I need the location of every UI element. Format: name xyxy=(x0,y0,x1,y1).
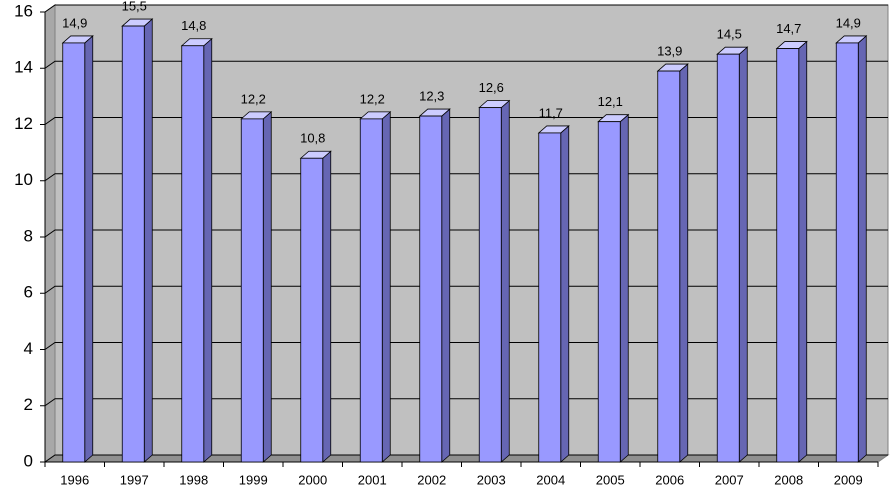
bar xyxy=(716,46,749,463)
x-tick-label: 2006 xyxy=(655,472,684,487)
bar-front xyxy=(181,45,205,463)
x-tick-label: 2005 xyxy=(596,472,625,487)
bar-front xyxy=(300,157,324,463)
y-tick-label: 10 xyxy=(14,170,33,189)
bar xyxy=(240,110,273,463)
bar xyxy=(359,110,392,463)
value-label: 12,2 xyxy=(241,91,266,106)
bar-side xyxy=(203,37,213,463)
bar-front xyxy=(419,115,443,463)
bar-side xyxy=(84,35,94,463)
y-tick-label: 4 xyxy=(24,339,33,358)
bar xyxy=(835,35,868,463)
bar-side xyxy=(322,150,332,463)
x-tick-label: 2002 xyxy=(417,472,446,487)
grid-line xyxy=(44,60,888,69)
y-tick-label: 16 xyxy=(14,1,33,20)
x-tick-label: 1999 xyxy=(239,472,268,487)
value-label: 12,6 xyxy=(479,80,504,95)
y-tick-label: 0 xyxy=(24,451,33,470)
bar-side xyxy=(857,35,867,463)
x-tick-label: 1996 xyxy=(60,472,89,487)
bar xyxy=(180,37,213,463)
bar-front xyxy=(597,121,621,463)
value-label: 11,7 xyxy=(539,105,563,120)
bar xyxy=(656,63,689,463)
value-label: 15,5 xyxy=(122,0,147,14)
value-label: 14,9 xyxy=(836,15,861,30)
y-tick-label: 2 xyxy=(24,395,33,414)
bar-front xyxy=(121,25,145,463)
bar xyxy=(775,40,808,463)
value-label: 12,2 xyxy=(360,91,385,106)
x-tick-label: 2000 xyxy=(298,472,327,487)
bar-front xyxy=(62,42,86,463)
bar-side xyxy=(381,110,391,463)
value-label: 12,1 xyxy=(598,94,623,109)
x-tick-label: 1997 xyxy=(120,472,149,487)
y-tick-label: 14 xyxy=(14,58,33,77)
y-tick-label: 12 xyxy=(14,114,33,133)
bar xyxy=(478,99,511,463)
bar-front xyxy=(240,118,264,463)
bar-side xyxy=(679,63,689,463)
bar-side xyxy=(262,110,272,463)
x-tick-label: 2007 xyxy=(715,472,744,487)
value-label: 14,9 xyxy=(62,15,87,30)
bar-front xyxy=(835,42,859,463)
bar xyxy=(597,113,630,463)
bar-front xyxy=(716,53,740,463)
value-label: 13,9 xyxy=(657,44,682,59)
x-tick-label: 2008 xyxy=(774,472,803,487)
bar-side xyxy=(560,125,570,463)
bar-side xyxy=(441,108,451,463)
bar-front xyxy=(478,107,502,463)
value-label: 12,3 xyxy=(419,89,444,104)
bar-front xyxy=(776,48,800,463)
bar-side xyxy=(619,113,629,463)
bar-side xyxy=(798,40,808,463)
bar xyxy=(61,35,94,463)
bar-front xyxy=(359,118,383,463)
bar-side xyxy=(738,46,748,463)
y-tick-label: 8 xyxy=(24,226,33,245)
bar-front xyxy=(657,70,681,463)
value-label: 14,5 xyxy=(717,27,742,42)
x-tick-label: 2003 xyxy=(477,472,506,487)
bar-side xyxy=(500,99,510,463)
y-tick-label: 6 xyxy=(24,283,33,302)
bar-front xyxy=(538,132,562,463)
bar xyxy=(537,125,570,463)
value-label: 14,7 xyxy=(776,21,801,36)
bar xyxy=(418,108,451,463)
bar-side xyxy=(143,18,153,463)
grid-line xyxy=(44,4,888,13)
bar xyxy=(299,150,332,463)
bar xyxy=(121,18,154,463)
value-label: 10,8 xyxy=(300,131,325,146)
value-label: 14,8 xyxy=(181,18,206,33)
x-tick-label: 2009 xyxy=(834,472,863,487)
x-tick-label: 2004 xyxy=(536,472,565,487)
floor xyxy=(43,454,890,463)
x-tick-label: 1998 xyxy=(179,472,208,487)
x-tick-label: 2001 xyxy=(358,472,387,487)
